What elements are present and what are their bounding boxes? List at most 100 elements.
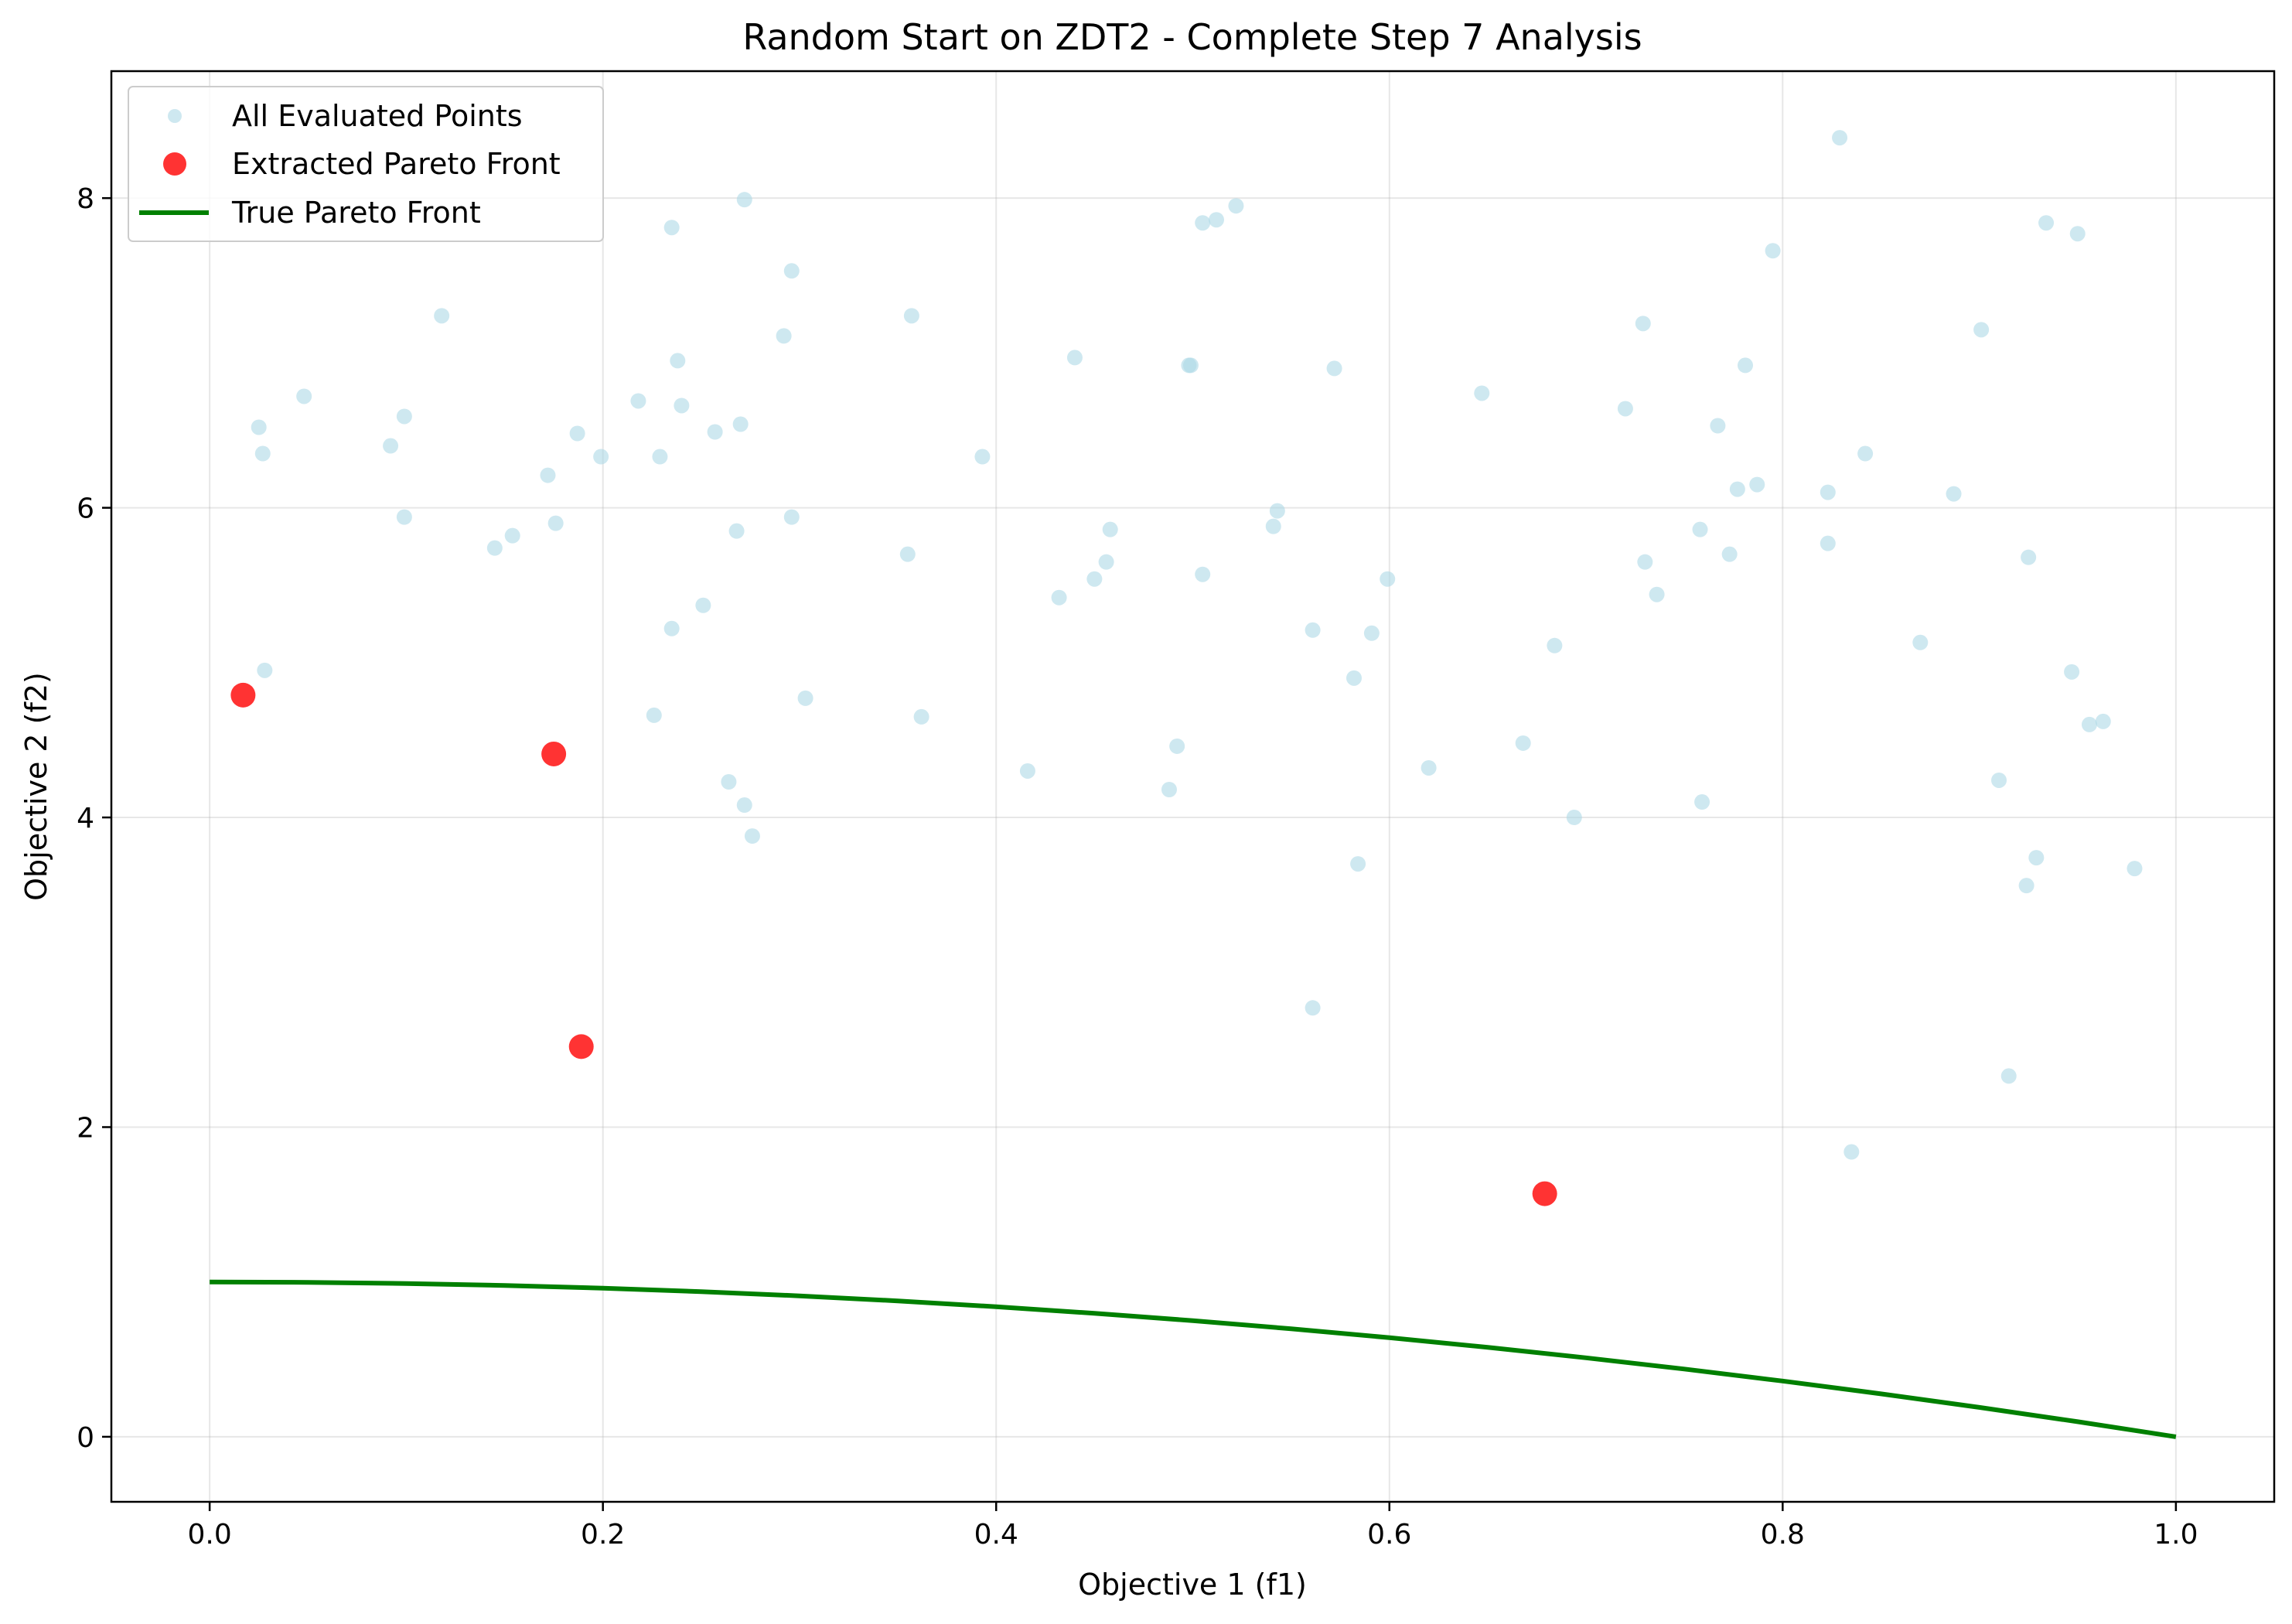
evaluated-point: [569, 425, 585, 442]
evaluated-point: [1269, 503, 1285, 519]
evaluated-point: [1843, 1144, 1860, 1160]
evaluated-point: [732, 416, 749, 432]
evaluated-point: [2000, 1068, 2017, 1084]
evaluated-point: [2038, 215, 2055, 231]
x-tick-label: 0.8: [1761, 1519, 1805, 1551]
evaluated-point: [899, 546, 916, 562]
evaluated-point: [486, 540, 503, 556]
evaluated-point: [1098, 554, 1114, 570]
evaluated-point: [1228, 198, 1244, 214]
evaluated-point: [1566, 810, 1582, 826]
evaluated-point: [1946, 486, 1962, 502]
legend-marker-extracted-front: [163, 152, 186, 176]
y-tick-label: 0: [77, 1422, 94, 1454]
evaluated-point: [1710, 418, 1726, 434]
evaluated-point: [721, 773, 737, 790]
x-tick-label: 0.6: [1367, 1519, 1411, 1551]
evaluated-point: [1195, 215, 1211, 231]
evaluated-point: [1832, 130, 1848, 146]
evaluated-point: [2095, 713, 2111, 729]
evaluated-point: [2064, 664, 2080, 680]
evaluated-point: [797, 690, 813, 706]
evaluated-point: [1721, 546, 1738, 562]
evaluated-point: [1363, 625, 1380, 641]
evaluated-point: [1195, 566, 1211, 582]
evaluated-point: [1066, 350, 1083, 366]
ticks: 0.0 0.2 0.4 0.6 0.8 1.0 0 2 4 6 8: [77, 183, 2198, 1551]
evaluated-point: [974, 449, 991, 465]
evaluated-point: [1169, 738, 1185, 754]
evaluated-point: [1692, 521, 1708, 537]
x-tick-label: 0.0: [188, 1519, 232, 1551]
evaluated-point: [1161, 782, 1177, 798]
evaluated-point: [630, 393, 646, 409]
evaluated-point: [547, 515, 564, 531]
evaluated-point: [396, 509, 412, 525]
evaluated-point: [707, 424, 723, 440]
evaluated-point: [1857, 445, 1874, 462]
evaluated-point: [1346, 670, 1363, 686]
evaluated-point: [434, 308, 450, 324]
evaluated-point: [1912, 634, 1929, 650]
evaluated-point: [1265, 518, 1281, 534]
evaluated-point: [663, 620, 680, 636]
evaluated-point: [1019, 763, 1035, 779]
evaluated-point: [296, 388, 312, 404]
legend-label-extracted-front: Extracted Pareto Front: [232, 147, 561, 181]
evaluated-point: [1086, 571, 1103, 587]
evaluated-point: [1051, 589, 1067, 606]
chart-title: Random Start on ZDT2 - Complete Step 7 A…: [742, 16, 1642, 58]
evaluated-point: [1820, 535, 1836, 551]
evaluated-point: [1635, 316, 1651, 332]
evaluated-point: [736, 797, 752, 814]
evaluated-point: [1474, 385, 1490, 401]
evaluated-point: [2127, 861, 2143, 877]
evaluated-point: [504, 527, 520, 544]
evaluated-point: [728, 523, 745, 539]
evaluated-point: [674, 397, 690, 414]
evaluated-point: [913, 708, 929, 725]
evaluated-point: [2069, 226, 2086, 242]
evaluated-point: [1749, 476, 1765, 493]
evaluated-point: [1326, 360, 1342, 377]
evaluated-point: [695, 597, 711, 613]
evaluated-point: [251, 419, 267, 435]
evaluated-point: [540, 467, 556, 483]
evaluated-point: [257, 662, 273, 678]
pareto-front-point: [568, 1034, 594, 1059]
evaluated-point: [383, 438, 399, 454]
evaluated-point: [2028, 850, 2045, 866]
evaluated-point: [1305, 622, 1321, 638]
evaluated-point: [1305, 1000, 1321, 1016]
pareto-front-point: [541, 741, 567, 766]
evaluated-point: [1991, 772, 2007, 788]
y-axis-label: Objective 2 (f2): [19, 672, 53, 901]
evaluated-point: [1820, 484, 1836, 500]
evaluated-point: [652, 449, 668, 465]
true-pareto-front-line: [210, 1279, 2177, 1439]
plot-area: [111, 71, 2274, 1502]
evaluated-point: [1649, 586, 1665, 602]
x-tick-label: 0.2: [581, 1519, 625, 1551]
grid: [111, 71, 2274, 1502]
evaluated-point: [1694, 794, 1710, 810]
x-tick-label: 0.4: [974, 1519, 1018, 1551]
pareto-front-point: [230, 682, 256, 708]
evaluated-point: [1738, 357, 1754, 374]
evaluated-point: [2081, 716, 2097, 732]
evaluated-point: [783, 509, 800, 525]
evaluated-point: [1617, 401, 1633, 417]
evaluated-point: [396, 408, 412, 425]
y-tick-label: 8: [77, 183, 94, 215]
evaluated-point: [254, 445, 271, 462]
evaluated-point: [646, 707, 662, 723]
evaluated-point: [663, 220, 680, 236]
evaluated-point: [670, 353, 686, 369]
evaluated-point: [1102, 521, 1118, 537]
evaluated-point: [744, 828, 760, 844]
evaluated-point: [1765, 243, 1781, 259]
evaluated-point: [2021, 549, 2037, 565]
evaluated-point: [1182, 357, 1199, 374]
legend-label-true-front: True Pareto Front: [231, 196, 481, 230]
